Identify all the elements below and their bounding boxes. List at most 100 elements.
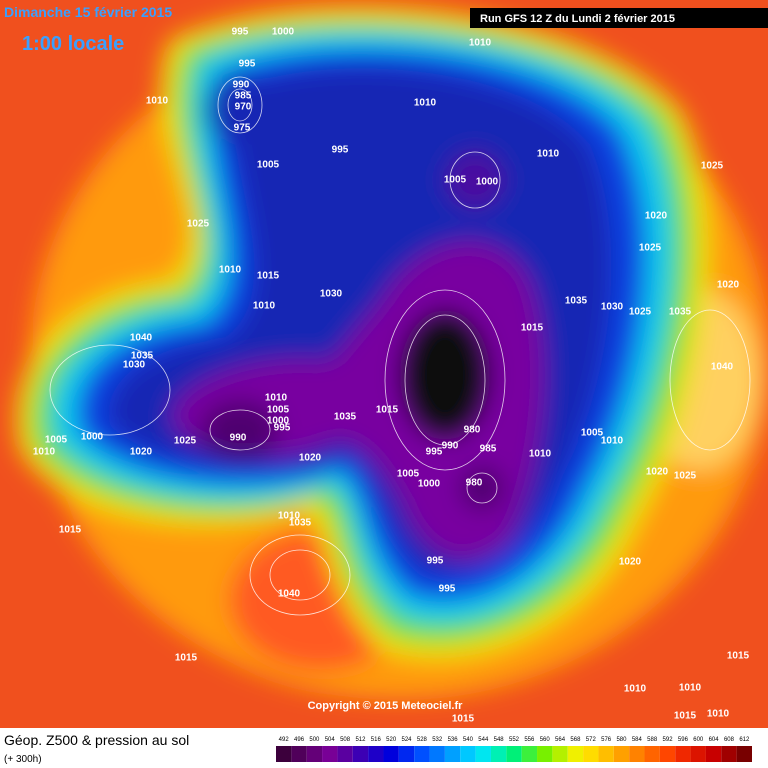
isobar-label: 995 bbox=[439, 584, 456, 595]
isobar-label: 1000 bbox=[476, 177, 499, 188]
isobar-label: 1010 bbox=[679, 683, 702, 694]
scale-swatch bbox=[276, 746, 292, 762]
scale-swatch bbox=[598, 746, 614, 762]
isobar-label: 1000 bbox=[81, 432, 104, 443]
scale-label: 608 bbox=[724, 737, 735, 743]
scale-swatch bbox=[490, 746, 507, 762]
isobar-label: 1010 bbox=[265, 393, 288, 404]
scale-swatch bbox=[398, 746, 415, 762]
scale-label: 596 bbox=[678, 737, 689, 743]
isobar-label: 990 bbox=[230, 433, 247, 444]
isobar-label: 1000 bbox=[267, 416, 290, 427]
isobar-label: 1015 bbox=[521, 323, 544, 334]
isobar-label: 980 bbox=[464, 425, 481, 436]
scale-swatch bbox=[721, 746, 737, 762]
isobar-label: 1015 bbox=[452, 714, 475, 725]
run-box bbox=[470, 8, 768, 28]
scale-label: 576 bbox=[601, 737, 612, 743]
scale-label: 568 bbox=[570, 737, 581, 743]
scale-label: 548 bbox=[494, 737, 505, 743]
isobar-label: 1010 bbox=[469, 38, 492, 49]
isobar-label: 1015 bbox=[257, 271, 280, 282]
copyright: Copyright © 2015 Meteociel.fr bbox=[308, 700, 464, 712]
scale-swatch bbox=[368, 746, 384, 762]
date-label: Dimanche 15 février 2015 bbox=[4, 4, 172, 20]
scale-label: 564 bbox=[555, 737, 566, 743]
isobar-label: 1010 bbox=[219, 265, 242, 276]
scale-label: 520 bbox=[386, 737, 397, 743]
scale-swatch bbox=[567, 746, 584, 762]
isobar-label: 980 bbox=[466, 478, 483, 489]
isobar-label: 1025 bbox=[187, 219, 210, 230]
isobar-label: 1005 bbox=[267, 405, 290, 416]
scale-swatch bbox=[552, 746, 568, 762]
isobar-label: 1005 bbox=[257, 160, 280, 171]
isobar-label: 1005 bbox=[45, 435, 68, 446]
scale-label: 600 bbox=[693, 737, 704, 743]
scale-label: 540 bbox=[463, 737, 474, 743]
isobar-label: 995 bbox=[332, 145, 349, 156]
isobar-label: 1010 bbox=[601, 436, 624, 447]
scale-label: 552 bbox=[509, 737, 520, 743]
scale-label: 612 bbox=[739, 737, 750, 743]
isobar-label: 1035 bbox=[565, 296, 588, 307]
map-background bbox=[0, 0, 768, 728]
scale-label: 604 bbox=[709, 737, 720, 743]
isobar-label: 1010 bbox=[146, 96, 169, 107]
isobar-label: 990 bbox=[442, 441, 459, 452]
scale-swatch bbox=[629, 746, 645, 762]
scale-swatch bbox=[690, 746, 706, 762]
isobar-label: 1010 bbox=[624, 684, 647, 695]
isobar-label: 1010 bbox=[414, 98, 437, 109]
scale-label: 528 bbox=[417, 737, 428, 743]
scale-label: 536 bbox=[448, 737, 459, 743]
isobar-label: 1035 bbox=[131, 351, 154, 362]
isobar-label: 1025 bbox=[674, 471, 697, 482]
isobar-label: 1000 bbox=[272, 27, 295, 38]
scale-label: 500 bbox=[309, 737, 320, 743]
isobar-label: 1020 bbox=[299, 453, 322, 464]
scale-label: 532 bbox=[432, 737, 443, 743]
scale-swatch bbox=[414, 746, 430, 762]
scale-swatch bbox=[675, 746, 691, 762]
isobar-label: 1040 bbox=[130, 333, 153, 344]
isobar-label: 995 bbox=[274, 423, 291, 434]
scale-swatch bbox=[429, 746, 445, 762]
isobar-label: 995 bbox=[239, 59, 256, 70]
scale-swatch bbox=[644, 746, 660, 762]
isobar-label: 1015 bbox=[674, 711, 697, 722]
scale-swatch bbox=[705, 746, 722, 762]
isobar-label: 1010 bbox=[707, 709, 730, 720]
scale-swatch bbox=[444, 746, 461, 762]
scale-label: 560 bbox=[540, 737, 551, 743]
scale-label: 588 bbox=[647, 737, 658, 743]
isobar-label: 1015 bbox=[376, 405, 399, 416]
scale-label: 512 bbox=[355, 737, 366, 743]
isobar-label: 1040 bbox=[711, 362, 734, 373]
scale-swatch bbox=[291, 746, 307, 762]
isobar-label: 995 bbox=[232, 27, 249, 38]
isobar-label: 970 bbox=[235, 102, 252, 113]
isobar-label: 985 bbox=[480, 444, 497, 455]
isobar-label: 1025 bbox=[701, 161, 724, 172]
isobar-label: 1005 bbox=[397, 469, 420, 480]
isobar-label: 1025 bbox=[629, 307, 652, 318]
scale-swatch bbox=[337, 746, 353, 762]
scale-swatch bbox=[736, 746, 752, 762]
isobar-label: 1035 bbox=[669, 307, 692, 318]
isobar-label: 1025 bbox=[174, 436, 197, 447]
run-label: Run GFS 12 Z du Lundi 2 février 2015 bbox=[480, 13, 675, 25]
isobar-label: 1010 bbox=[537, 149, 560, 160]
isobar-label: 1035 bbox=[289, 518, 312, 529]
isobar-label: 1015 bbox=[59, 525, 82, 536]
isobar-label: 995 bbox=[427, 556, 444, 567]
isobar-label: 1020 bbox=[619, 557, 642, 568]
scale-swatch bbox=[613, 746, 630, 762]
isobar-label: 985 bbox=[235, 91, 252, 102]
scale-swatch bbox=[583, 746, 599, 762]
isobar-label: 1005 bbox=[581, 428, 604, 439]
scale-swatch bbox=[475, 746, 491, 762]
isobar-label: 1020 bbox=[717, 280, 740, 291]
scale-label: 492 bbox=[279, 737, 290, 743]
